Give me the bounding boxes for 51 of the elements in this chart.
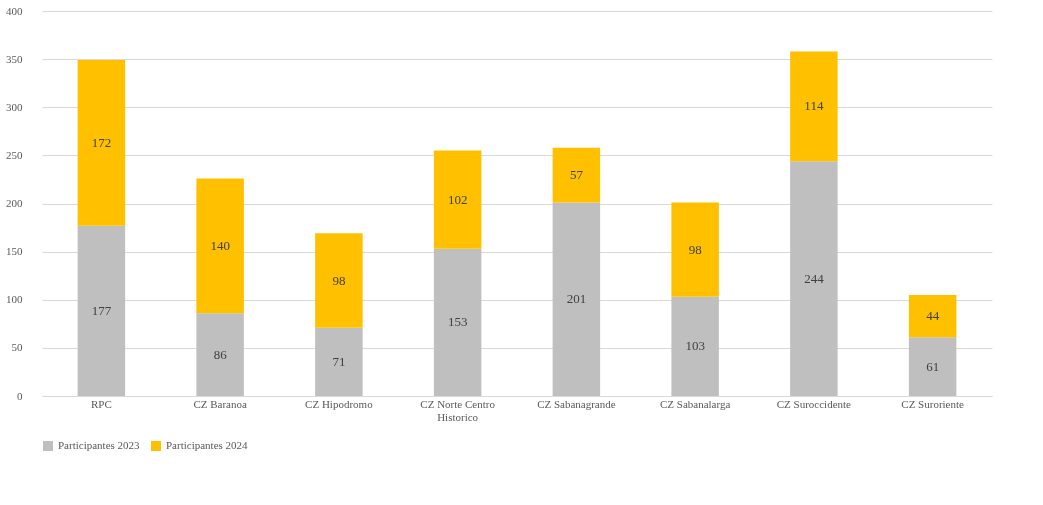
bar xyxy=(77,225,126,396)
y-tick-label: 350 xyxy=(6,52,23,65)
x-tick-label: CZ Suroriente xyxy=(901,397,965,410)
data-label: 102 xyxy=(447,191,468,207)
x-tick-label: CZ Sabanagrande xyxy=(537,397,616,410)
data-label: 44 xyxy=(926,308,940,324)
data-label: 140 xyxy=(210,237,230,253)
x-tick-label: CZ Baranoa xyxy=(193,397,247,410)
data-label: 244 xyxy=(804,270,825,286)
data-label: 172 xyxy=(91,134,112,150)
y-tick-label: 0 xyxy=(17,389,23,402)
bar xyxy=(196,178,244,314)
y-tick-label: 300 xyxy=(6,100,23,113)
x-tick-label: CZ Suroccidente xyxy=(776,397,852,410)
bar xyxy=(790,161,838,396)
bar xyxy=(433,150,482,249)
bar xyxy=(315,327,363,396)
x-tick-label: RPC xyxy=(90,397,112,410)
legend-label: Participantes 2024 xyxy=(166,439,249,451)
data-label: 153 xyxy=(447,314,468,330)
data-label: 61 xyxy=(926,358,940,374)
data-label: 71 xyxy=(332,353,346,369)
bar xyxy=(908,294,957,338)
data-label: 57 xyxy=(569,167,584,183)
bar xyxy=(671,296,719,396)
data-label: 114 xyxy=(804,98,824,114)
bar xyxy=(552,202,601,396)
y-tick-label: 250 xyxy=(6,148,23,161)
bar xyxy=(77,60,126,226)
x-tick-label: CZ Sabanalarga xyxy=(659,397,731,410)
y-tick-label: 50 xyxy=(11,341,23,354)
bar xyxy=(433,248,482,396)
data-label: 177 xyxy=(91,302,112,318)
data-label: 86 xyxy=(213,346,228,362)
legend-label: Participantes 2023 xyxy=(58,439,141,451)
data-label: 201 xyxy=(566,291,587,307)
x-tick-label: CZ Hipodromo xyxy=(305,397,374,410)
bar xyxy=(671,202,719,297)
bar xyxy=(790,51,838,162)
bar xyxy=(196,313,244,396)
data-label: 98 xyxy=(688,241,702,257)
y-tick-label: 150 xyxy=(6,245,23,258)
y-tick-label: 100 xyxy=(6,293,23,306)
bar xyxy=(315,233,363,328)
x-tick-label: CZ Norte Centro Historico xyxy=(420,397,496,423)
data-label: 98 xyxy=(332,272,346,288)
y-tick-label: 400 xyxy=(6,4,23,17)
bar xyxy=(908,337,957,396)
bar xyxy=(552,147,601,203)
y-tick-label: 200 xyxy=(6,197,23,209)
data-label: 103 xyxy=(685,338,705,354)
